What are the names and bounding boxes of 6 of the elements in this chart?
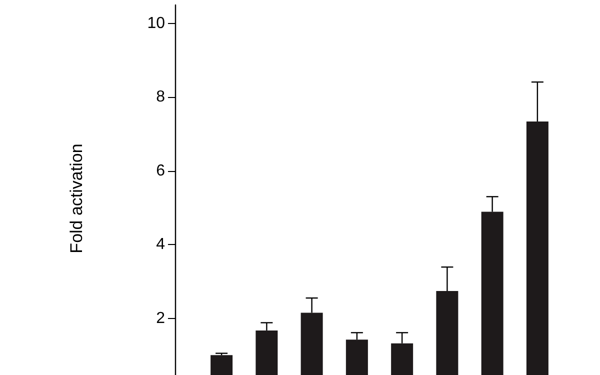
- y-tick-label: 8: [156, 88, 166, 106]
- y-tick-label: 10: [147, 14, 166, 32]
- y-tick-label: 2: [156, 310, 166, 327]
- y-axis-title: Fold activation: [67, 144, 86, 254]
- y-tick-label: 6: [156, 162, 166, 180]
- y-tick-label: 4: [156, 236, 166, 254]
